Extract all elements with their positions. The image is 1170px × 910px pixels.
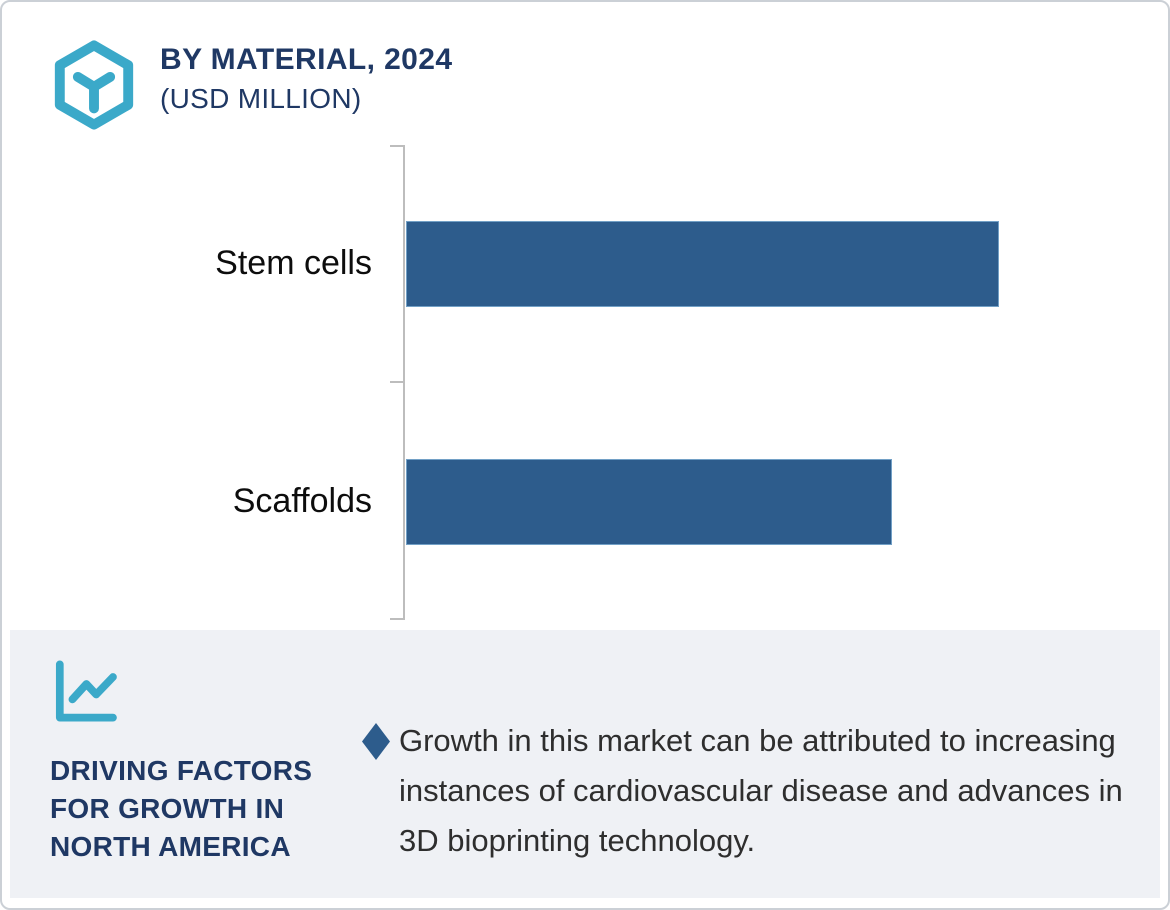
axis-tick <box>390 381 404 383</box>
bar-stem-cells <box>406 220 999 307</box>
hexagon-cube-icon <box>54 40 134 130</box>
bar-scaffolds <box>406 458 892 545</box>
chart-title: BY MATERIAL, 2024 <box>160 43 453 76</box>
category-label: Stem cells <box>215 244 372 282</box>
line-chart-icon <box>55 660 117 722</box>
category-label: Scaffolds <box>232 482 372 520</box>
heading-line: DRIVING FACTORS <box>50 755 313 786</box>
axis-tick <box>390 618 404 620</box>
axis-tick <box>390 145 404 147</box>
growth-bullet: Growth in this market can be attributed … <box>362 716 1162 866</box>
driving-factors-panel: DRIVING FACTORS FOR GROWTH IN NORTH AMER… <box>10 630 1160 898</box>
bar-chart: Stem cells Scaffolds <box>2 145 1168 620</box>
growth-bullet-text: Growth in this market can be attributed … <box>399 723 1123 858</box>
y-axis-line <box>403 145 405 620</box>
diamond-bullet-icon <box>362 723 390 760</box>
chart-row-stem-cells: Stem cells <box>2 145 1168 382</box>
heading-line: NORTH AMERICA <box>50 831 291 862</box>
chart-row-scaffolds: Scaffolds <box>2 383 1168 620</box>
driving-factors-heading: DRIVING FACTORS FOR GROWTH IN NORTH AMER… <box>50 752 312 866</box>
chart-subtitle: (USD MILLION) <box>160 83 362 114</box>
heading-line: FOR GROWTH IN <box>50 793 285 824</box>
